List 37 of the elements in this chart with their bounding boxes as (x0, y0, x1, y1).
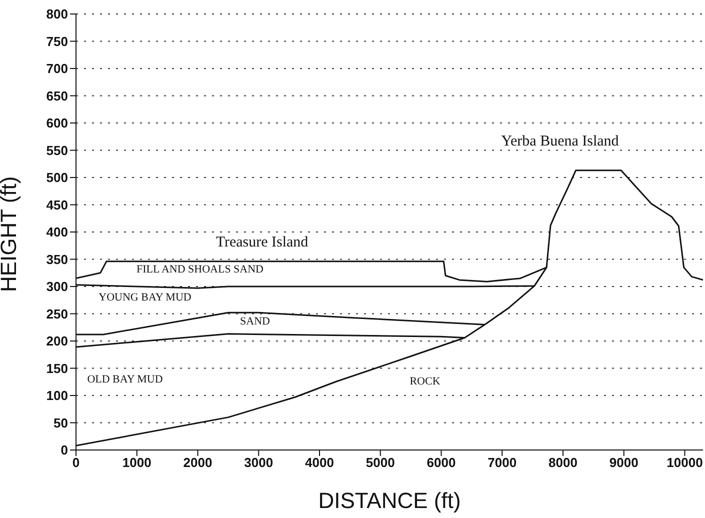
x-tick-label: 2000 (183, 455, 212, 470)
annotation: OLD BAY MUD (87, 374, 163, 386)
annotation: SAND (240, 316, 270, 328)
y-tick-label: 350 (46, 252, 68, 267)
x-tick-label: 10000 (666, 455, 703, 470)
annotation: ROCK (410, 376, 440, 388)
y-tick-label: 200 (46, 334, 68, 349)
annotation: Treasure Island (216, 234, 308, 250)
x-tick-label: 3000 (244, 455, 274, 470)
x-tick-label: 1000 (122, 455, 152, 470)
x-tick-label: 7000 (488, 455, 517, 470)
y-tick-label: 150 (46, 360, 68, 376)
y-tick-label: 550 (46, 142, 68, 158)
y-tick-label: 600 (46, 116, 68, 131)
y-tick-label: 250 (46, 306, 68, 322)
y-tick-label: 0 (60, 442, 68, 458)
y-tick-label: 300 (46, 279, 68, 294)
x-tick-label: 9000 (609, 455, 638, 470)
y-tick-label: 650 (46, 88, 68, 104)
y-tick-label: 500 (46, 170, 68, 186)
x-tick-label: 8000 (548, 455, 578, 470)
y-tick-label: 400 (46, 224, 68, 240)
y-tick-label: 800 (46, 6, 68, 22)
x-axis-title: DISTANCE (ft) (318, 488, 461, 513)
y-tick-label: 450 (46, 197, 68, 212)
annotation: Yerba Buena Island (501, 134, 619, 150)
y-tick-label: 750 (46, 34, 68, 49)
x-tick-label: 4000 (305, 455, 334, 470)
x-tick-label: 0 (72, 455, 80, 470)
x-tick-label: 5000 (366, 455, 395, 470)
annotation: YOUNG BAY MUD (98, 292, 192, 304)
x-tick-label: 6000 (426, 455, 456, 470)
y-axis-title: HEIGHT (ft) (0, 176, 21, 292)
y-tick-label: 100 (46, 388, 68, 404)
y-tick-label: 700 (46, 61, 68, 76)
annotation: FILL AND SHOALS SAND (136, 264, 264, 276)
y-tick-label: 50 (54, 415, 68, 430)
